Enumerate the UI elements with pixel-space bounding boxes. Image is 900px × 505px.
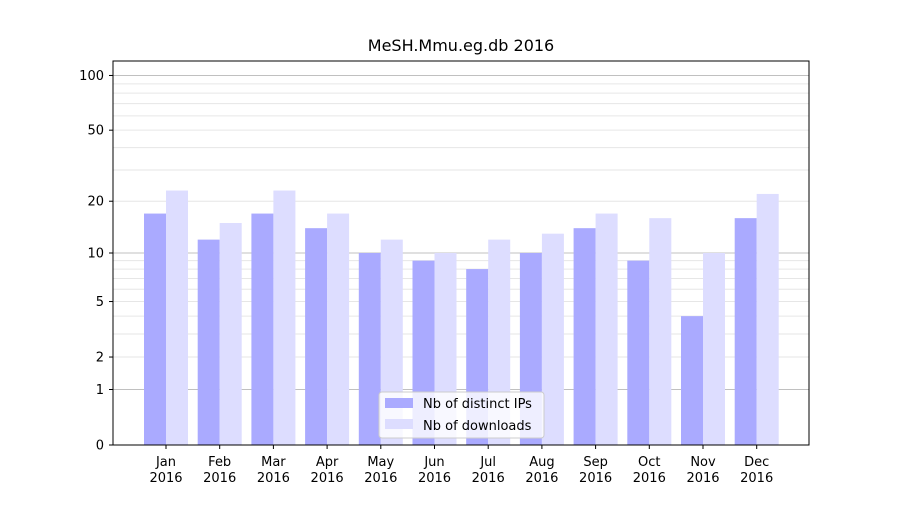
- x-tick-label: Apr 2016: [311, 455, 344, 486]
- y-tick-label: 20: [87, 195, 104, 210]
- y-tick-label: 2: [96, 351, 104, 366]
- y-tick-label: 1: [96, 383, 104, 398]
- y-tick-label: 10: [87, 247, 104, 262]
- bar-downloads: [219, 222, 242, 445]
- legend-label-distinct-ips: Nb of distinct IPs: [423, 397, 532, 412]
- y-tick-label: 100: [79, 69, 104, 84]
- legend-swatch-distinct-ips: [385, 398, 413, 408]
- y-tick-label: 0: [96, 439, 104, 454]
- bar-distinct-ips: [573, 228, 596, 445]
- bar-distinct-ips: [681, 316, 703, 445]
- y-tick-label: 5: [96, 295, 104, 310]
- bar-distinct-ips: [305, 228, 328, 445]
- bar-distinct-ips: [358, 253, 381, 445]
- x-axis: Jan 2016 Feb 2016 Mar 2016 Apr 2016 May 2016 Jun 20…: [149, 445, 773, 486]
- chart-title: MeSH.Mmu.eg.db 2016: [368, 36, 554, 55]
- x-tick-label: Aug 2016: [525, 455, 558, 486]
- x-tick-label: Jul 2016: [472, 455, 505, 486]
- legend-swatch-downloads: [385, 419, 413, 429]
- bar-distinct-ips: [144, 213, 166, 445]
- bar-distinct-ips: [734, 218, 757, 445]
- x-tick-label: Mar 2016: [257, 455, 290, 486]
- bar-downloads: [649, 218, 672, 445]
- bar-distinct-ips: [627, 260, 650, 445]
- bar-downloads: [166, 190, 188, 445]
- y-tick-label: 50: [87, 124, 104, 139]
- x-tick-label: Jun 2016: [418, 455, 451, 486]
- legend: Nb of distinct IPs Nb of downloads: [378, 391, 545, 439]
- bar-distinct-ips: [197, 239, 220, 445]
- x-tick-label: Dec 2016: [740, 455, 773, 486]
- x-tick-label: Nov 2016: [686, 455, 719, 486]
- x-tick-label: Oct 2016: [633, 455, 666, 486]
- bar-downloads: [273, 190, 296, 445]
- bar-downloads: [756, 193, 779, 445]
- y-axis: 0 1 2 5 10 20 50 100: [79, 69, 113, 454]
- x-tick-label: Jan 2016: [149, 455, 182, 486]
- bar-downloads: [327, 213, 350, 445]
- bar-downloads: [541, 233, 564, 445]
- x-tick-label: Feb 2016: [203, 455, 236, 486]
- x-tick-label: Sep 2016: [579, 455, 612, 486]
- x-tick-label: May 2016: [364, 455, 397, 486]
- legend-box: [378, 391, 545, 439]
- bar-downloads: [595, 213, 618, 445]
- bar-distinct-ips: [251, 213, 274, 445]
- bar-downloads: [703, 253, 725, 445]
- legend-label-downloads: Nb of downloads: [423, 419, 532, 434]
